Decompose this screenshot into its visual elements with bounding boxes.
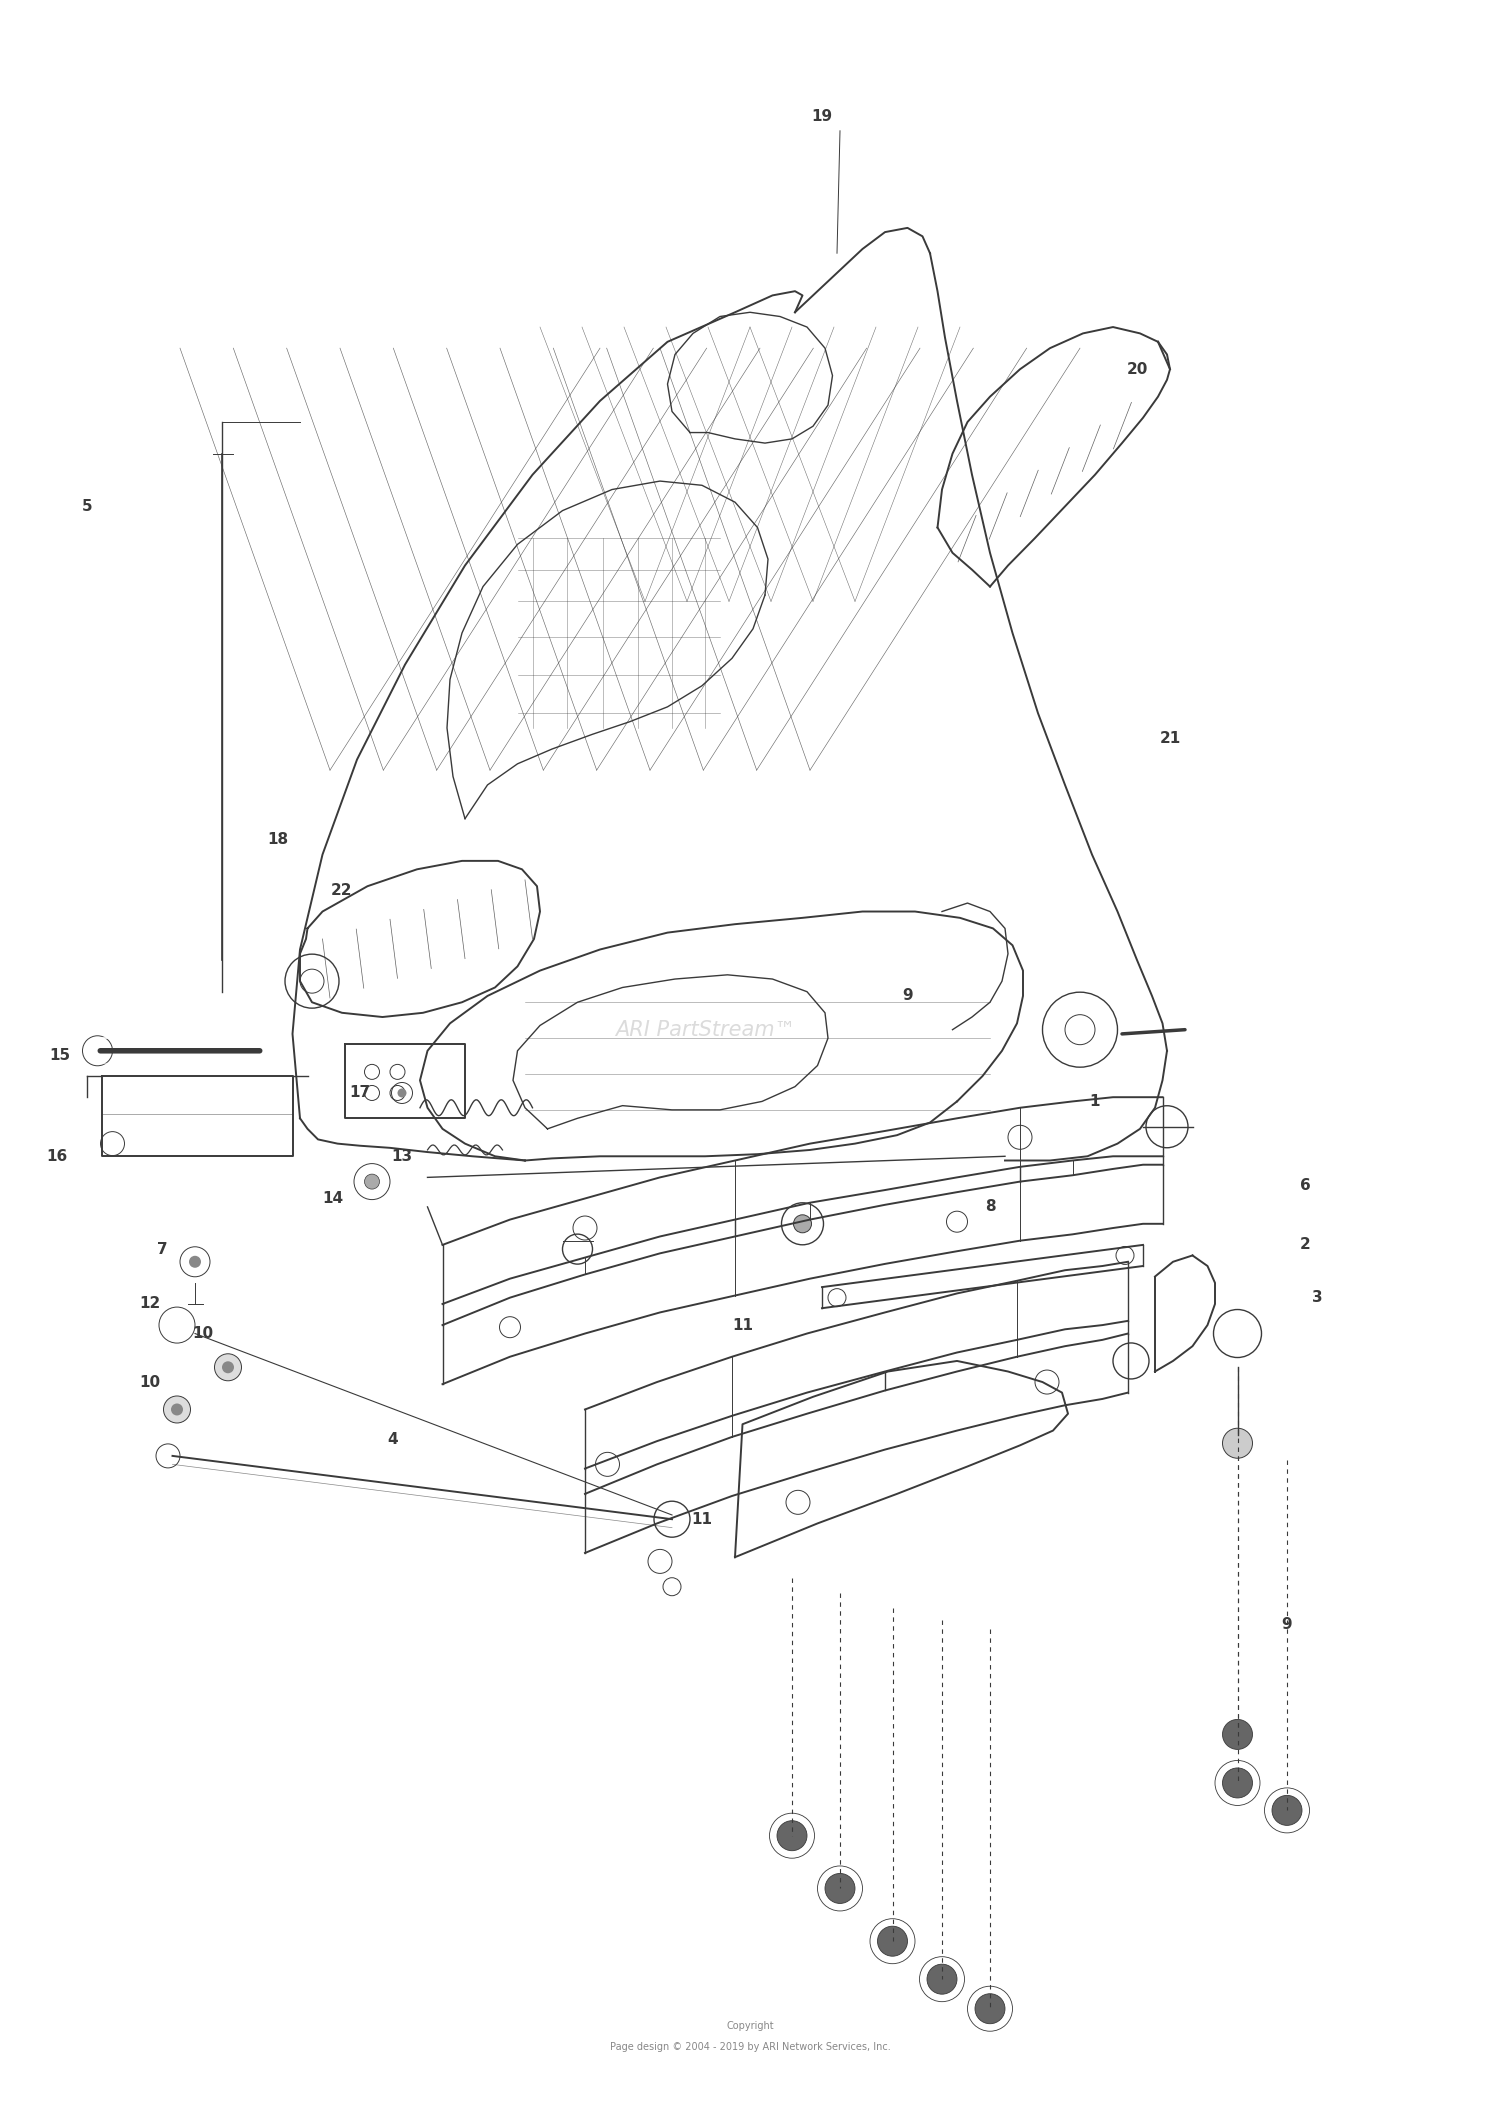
Text: 7: 7 xyxy=(156,1241,168,1258)
Circle shape xyxy=(825,1874,855,1903)
Text: 3: 3 xyxy=(1311,1289,1323,1306)
Text: 14: 14 xyxy=(322,1190,344,1207)
Text: 4: 4 xyxy=(387,1431,399,1447)
Circle shape xyxy=(398,1089,406,1097)
Text: Copyright: Copyright xyxy=(726,2021,774,2030)
Circle shape xyxy=(1272,1796,1302,1825)
Text: 6: 6 xyxy=(1299,1177,1311,1194)
Circle shape xyxy=(222,1361,234,1374)
Circle shape xyxy=(1222,1768,1252,1798)
Text: 20: 20 xyxy=(1126,361,1148,378)
Circle shape xyxy=(927,1964,957,1994)
Text: 17: 17 xyxy=(350,1085,370,1101)
Circle shape xyxy=(171,1403,183,1416)
Circle shape xyxy=(1222,1428,1252,1458)
Circle shape xyxy=(975,1994,1005,2023)
Text: 22: 22 xyxy=(332,882,352,899)
Text: 15: 15 xyxy=(50,1047,70,1063)
Text: 12: 12 xyxy=(140,1296,160,1312)
Circle shape xyxy=(794,1215,812,1232)
Text: 11: 11 xyxy=(732,1317,753,1334)
Text: 21: 21 xyxy=(1160,730,1180,747)
Text: Page design © 2004 - 2019 by ARI Network Services, Inc.: Page design © 2004 - 2019 by ARI Network… xyxy=(609,2042,891,2051)
Text: 5: 5 xyxy=(81,498,93,515)
Text: 19: 19 xyxy=(812,108,832,124)
Text: 9: 9 xyxy=(1281,1616,1293,1633)
Text: 11: 11 xyxy=(692,1511,712,1528)
Text: ARI PartStream™: ARI PartStream™ xyxy=(615,1019,795,1040)
Circle shape xyxy=(777,1821,807,1850)
Circle shape xyxy=(164,1397,190,1422)
Circle shape xyxy=(878,1926,908,1956)
Circle shape xyxy=(189,1255,201,1268)
Text: 18: 18 xyxy=(267,831,288,848)
Text: 1: 1 xyxy=(1089,1093,1100,1110)
Text: 2: 2 xyxy=(1299,1236,1311,1253)
Text: 13: 13 xyxy=(392,1148,412,1165)
Text: 10: 10 xyxy=(140,1374,160,1390)
Text: 8: 8 xyxy=(984,1198,996,1215)
Text: 10: 10 xyxy=(192,1325,213,1342)
Circle shape xyxy=(214,1355,242,1380)
Text: 16: 16 xyxy=(46,1148,68,1165)
Text: 9: 9 xyxy=(902,987,914,1004)
Circle shape xyxy=(364,1173,380,1190)
Circle shape xyxy=(1222,1720,1252,1749)
